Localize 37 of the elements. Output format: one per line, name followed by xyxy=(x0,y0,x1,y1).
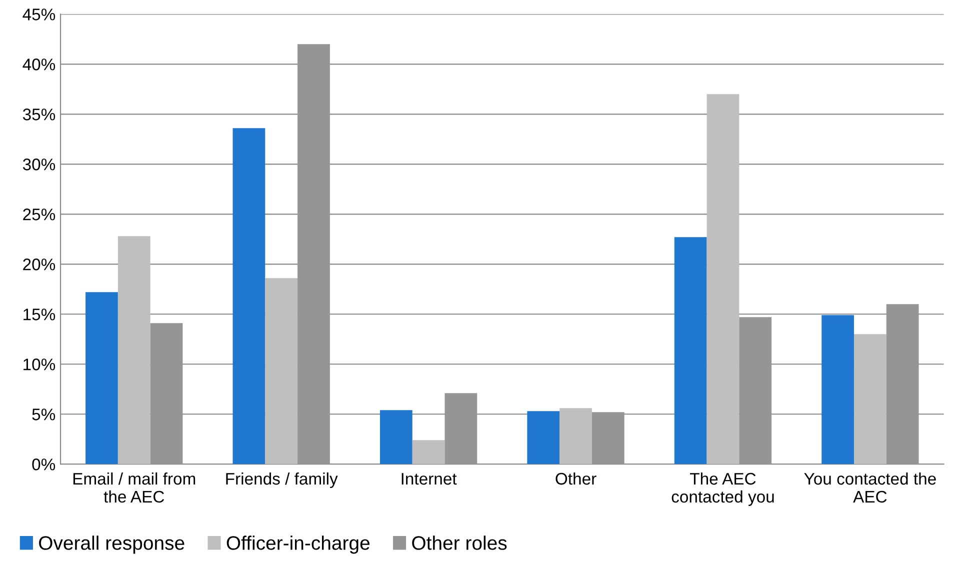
bar xyxy=(886,304,919,464)
y-tick-label: 35% xyxy=(22,108,56,120)
bar xyxy=(265,278,298,464)
y-tick-label: 20% xyxy=(23,258,56,270)
legend-label: Officer-in-charge xyxy=(226,536,370,554)
y-tick-label: 45% xyxy=(22,8,56,20)
bar xyxy=(822,315,854,464)
bar xyxy=(527,411,560,464)
y-tick-label: 30% xyxy=(22,158,56,170)
y-tick-label: 10% xyxy=(24,358,56,370)
x-tick-label: Internet xyxy=(402,473,457,485)
x-tick-label: The AEC contacted you xyxy=(672,472,774,506)
y-tick-label: 25% xyxy=(23,208,56,220)
legend-label: Overall response xyxy=(39,536,184,554)
bar xyxy=(298,44,330,464)
y-tick-label: 40% xyxy=(22,58,56,70)
bar xyxy=(380,410,412,464)
bar xyxy=(592,412,624,464)
bar xyxy=(150,323,183,464)
bar xyxy=(739,317,772,464)
bar xyxy=(86,292,118,464)
bar xyxy=(232,128,266,464)
bar xyxy=(412,440,445,464)
y-tick-label: 5% xyxy=(32,408,56,420)
x-tick-label: Other xyxy=(556,472,596,485)
y-tick-label: 15% xyxy=(24,308,56,320)
bar xyxy=(706,94,740,464)
x-tick-label: Email / mail from the AEC xyxy=(73,472,196,503)
bar xyxy=(444,393,478,464)
x-tick-label: Friends / family xyxy=(226,472,338,488)
x-tick-label: You contacted the AEC xyxy=(804,472,936,503)
bar xyxy=(118,236,150,464)
bar xyxy=(560,408,592,464)
y-tick-label: 0% xyxy=(32,458,56,470)
legend-label: Other roles xyxy=(412,536,507,550)
bar xyxy=(854,334,886,464)
bar xyxy=(674,237,707,464)
